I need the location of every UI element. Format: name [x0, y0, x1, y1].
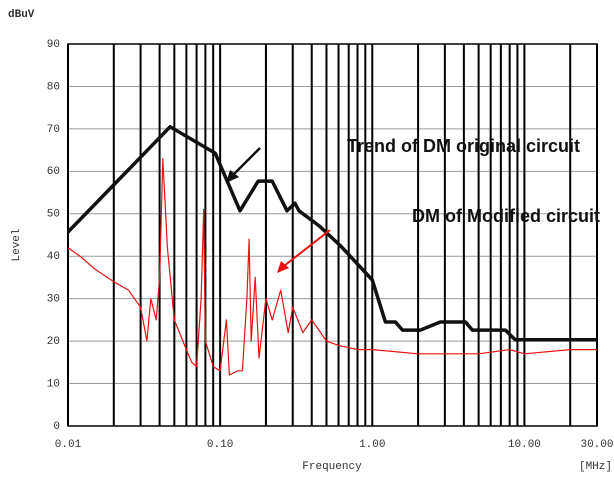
y-axis-label: Level	[11, 228, 23, 261]
x-tick-label: 1.00	[359, 439, 385, 451]
grid: 0 10 20 30 40 50 60 70 80 90 0.01 0.10 1.00 10.00 30.0…	[47, 39, 614, 451]
y-tick-label: 40	[47, 251, 60, 263]
y-tick-label: 20	[47, 336, 60, 348]
y-tick-label: 30	[47, 294, 60, 306]
x-tick-label: 10.00	[508, 439, 541, 451]
x-tick-label: 0.01	[55, 439, 82, 451]
chart: dBuV Level Frequency [MHz] 0 10 20 30 40 50 60…	[0, 0, 614, 478]
y-tick-label: 80	[47, 81, 60, 93]
x-tick-label: 30.00	[580, 439, 613, 451]
annotation: Trend of DM original circuit	[347, 136, 580, 156]
annotation: DM of Modified circuit	[412, 206, 600, 226]
y-tick-label: 10	[47, 378, 60, 390]
y-tick-label: 0	[53, 421, 60, 433]
arrow	[284, 230, 330, 266]
x-axis-label: Frequency	[302, 461, 362, 473]
y-tick-label: 50	[47, 209, 60, 221]
unit-label: dBuV	[8, 9, 35, 21]
x-unit-label: [MHz]	[579, 461, 612, 473]
y-tick-label: 60	[47, 166, 60, 178]
x-tick-label: 0.10	[207, 439, 233, 451]
y-tick-label: 90	[47, 39, 60, 51]
y-tick-label: 70	[47, 124, 60, 136]
